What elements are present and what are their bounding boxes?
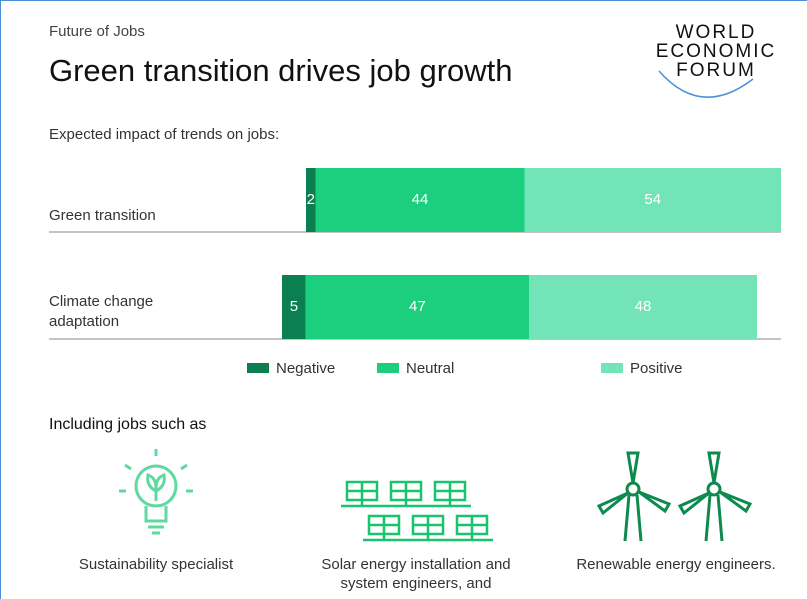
- logo-line: FORUM: [676, 60, 756, 81]
- bar-segment: [282, 275, 306, 339]
- data-label: 47: [409, 298, 426, 315]
- jobs-title: Including jobs such as: [49, 416, 207, 433]
- legend-swatch: [377, 363, 399, 373]
- job-caption: Sustainability specialist: [78, 556, 234, 573]
- bar-segment: [305, 275, 529, 339]
- data-label: 5: [290, 298, 298, 315]
- job-caption: Solar energy installation and system eng…: [321, 556, 511, 592]
- bar-segment: [306, 168, 316, 232]
- logo: WORLD ECONOMIC FORUM: [651, 23, 781, 80]
- solar-icon: [341, 480, 493, 542]
- bar-segment: [524, 168, 781, 232]
- data-label: 2: [307, 191, 315, 208]
- logo-line: WORLD: [675, 22, 757, 43]
- data-label: 44: [412, 191, 429, 208]
- data-label: 48: [635, 298, 652, 315]
- chart-subtitle: Expected impact of trends on jobs:: [49, 126, 280, 143]
- job-caption: Renewable energy engineers.: [576, 556, 776, 573]
- legend-label: Positive: [630, 360, 683, 377]
- bar-segment: [529, 275, 757, 339]
- row-label: Green transition: [49, 207, 156, 224]
- legend-swatch: [601, 363, 623, 373]
- row-label: Climate change adaptation: [49, 293, 154, 330]
- kicker: Future of Jobs: [49, 23, 145, 40]
- data-label: 54: [644, 191, 661, 208]
- bulb-icon: [119, 449, 193, 535]
- logo-arc: [658, 70, 754, 98]
- turbine-icon: [596, 451, 753, 542]
- legend-label: Negative: [276, 360, 335, 377]
- bar-segment: [315, 168, 525, 232]
- title: Green transition drives job growth: [49, 53, 513, 88]
- legend-label: Neutral: [406, 360, 454, 377]
- legend-swatch: [247, 363, 269, 373]
- logo-line: ECONOMIC: [655, 41, 777, 62]
